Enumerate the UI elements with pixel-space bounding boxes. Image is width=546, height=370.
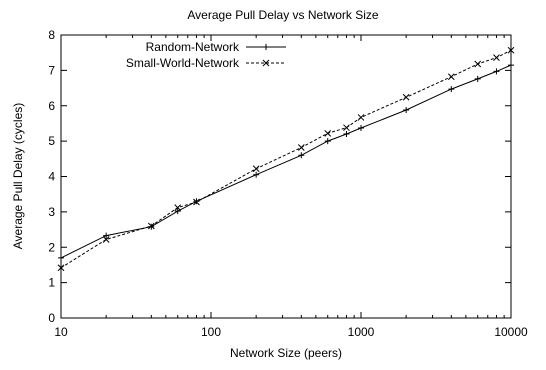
legend-sample-small-world-network — [246, 59, 286, 67]
data-point-small-world-network — [447, 73, 455, 81]
data-point-random-network — [358, 125, 364, 132]
data-point-small-world-network — [147, 222, 155, 230]
series-layer — [57, 46, 515, 272]
legend-label-random-network: Random-Network — [146, 40, 240, 54]
x-axis-label: Network Size (peers) — [230, 346, 342, 360]
y-tick-label: 4 — [48, 170, 55, 184]
data-point-random-network — [193, 198, 200, 205]
series-line-random-network — [60, 64, 512, 259]
data-point-small-world-network — [193, 198, 200, 206]
data-point-random-network — [324, 138, 331, 145]
x-tick-label: 10000 — [494, 325, 528, 339]
data-point-small-world-network — [324, 129, 332, 137]
y-tick-label: 8 — [48, 28, 55, 42]
legend-sample-random-network — [246, 44, 286, 50]
data-point-small-world-network — [297, 144, 305, 151]
series-line-small-world-network — [60, 49, 512, 269]
data-point-random-network — [298, 152, 305, 159]
y-tick-label: 7 — [48, 63, 55, 77]
x-tick-label: 1000 — [348, 325, 375, 339]
data-point-random-network — [493, 68, 500, 75]
data-point-small-world-network — [102, 236, 110, 243]
legend-marker — [263, 44, 269, 50]
y-tick-label: 6 — [48, 99, 55, 113]
data-point-random-network — [253, 171, 260, 178]
data-point-small-world-network — [357, 114, 365, 121]
data-point-small-world-network — [343, 124, 350, 132]
chart-title: Average Pull Delay vs Network Size — [187, 8, 379, 22]
y-axis-ticks: 0 1 2 3 4 5 6 7 8 — [48, 28, 511, 325]
data-point-random-network — [343, 131, 350, 138]
y-tick-label: 5 — [48, 134, 55, 148]
x-tick-label: 10 — [54, 325, 68, 339]
data-point-random-network — [474, 75, 481, 82]
data-point-random-network — [448, 86, 455, 93]
plot-frame — [60, 34, 512, 319]
data-point-random-network — [403, 106, 410, 113]
x-axis-ticks: 10 100 1000 10000 — [54, 35, 528, 339]
y-tick-label: 0 — [48, 311, 55, 325]
data-point-random-network — [103, 232, 110, 239]
legend: Random-Network Small-World-Network — [126, 40, 286, 70]
data-point-random-network — [174, 208, 181, 215]
data-point-small-world-network — [474, 60, 482, 68]
data-point-small-world-network — [402, 93, 410, 101]
y-tick-label: 1 — [48, 276, 55, 290]
data-point-small-world-network — [493, 54, 500, 61]
legend-label-small-world-network: Small-World-Network — [126, 56, 240, 70]
legend-marker — [262, 59, 270, 67]
data-point-small-world-network — [252, 165, 260, 173]
y-axis-label: Average Pull Delay (cycles) — [11, 103, 25, 250]
y-tick-label: 3 — [48, 205, 55, 219]
y-tick-label: 2 — [48, 240, 55, 254]
x-tick-label: 100 — [201, 325, 221, 339]
data-point-small-world-network — [174, 204, 182, 211]
